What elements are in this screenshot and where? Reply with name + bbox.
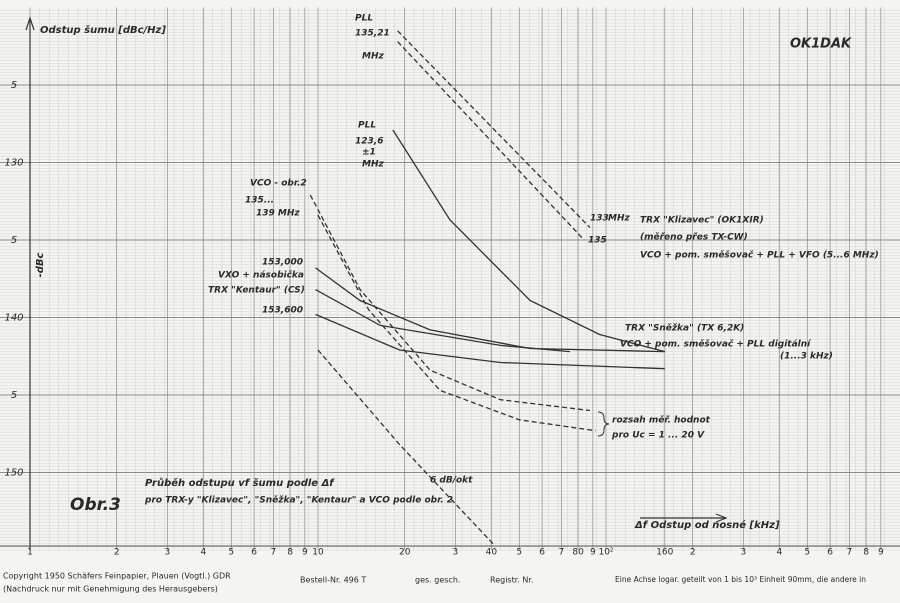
- annotation: 123,6: [355, 137, 383, 147]
- annotation: PLL: [355, 14, 373, 24]
- annotation: TRX "Kentaur" (CS): [208, 286, 305, 296]
- annotation: MHz: [608, 214, 630, 224]
- x-tick-label: 4: [201, 548, 207, 558]
- annotation: 153,600: [262, 306, 303, 316]
- arrow-head: [25, 16, 35, 31]
- x-tick-label: 2: [690, 548, 696, 558]
- x-tick-label: 9: [878, 548, 884, 558]
- annotation: 139 MHz: [256, 209, 300, 219]
- series-line: [397, 41, 585, 241]
- x-tick-label: 40: [486, 548, 498, 558]
- x-tick-label: 3: [453, 548, 459, 558]
- figure-label: Obr.3: [70, 495, 121, 515]
- annotation: VCO + pom. směšovač + PLL + VFO (5...6 M…: [640, 250, 879, 261]
- x-tick-label: 8: [863, 548, 869, 558]
- series-line: [315, 267, 665, 353]
- x-label: Δf Odstup od nosné [kHz]: [634, 519, 780, 531]
- x-tick-label: 3: [741, 548, 747, 558]
- x-tick-label: 5: [804, 548, 810, 558]
- annotation: 135...: [245, 196, 274, 206]
- y-label: Odstup šumu [dBc/Hz]: [40, 24, 166, 36]
- brace: [597, 411, 610, 437]
- annotation: TRX "Klizavec" (OK1XIR): [640, 216, 764, 226]
- annotation: VCO - obr.2: [250, 179, 307, 189]
- y-tick-label: 5: [11, 80, 17, 91]
- chart-subtitle: pro TRX-y "Klizavec", "Sněžka", "Kentaur…: [144, 495, 453, 506]
- annotation: 153,000: [262, 258, 303, 268]
- series-line: [315, 289, 571, 353]
- annotation: rozsah měř. hodnot: [612, 415, 711, 426]
- x-tick-label: 7: [271, 548, 277, 558]
- major-grid: [0, 7, 900, 550]
- x-tick-label: 160: [656, 548, 673, 558]
- series-line: [317, 349, 495, 546]
- x-tick-label: 5: [228, 548, 234, 558]
- annotation: pro Uc = 1 ... 20 V: [611, 431, 705, 441]
- series-line: [315, 313, 665, 370]
- series-line: [397, 30, 591, 229]
- x-tick-label: 2: [114, 548, 120, 558]
- annotation: (měřeno přes TX-CW): [640, 232, 748, 243]
- footer-text: Bestell-Nr. 496 T: [300, 576, 366, 585]
- footer-text: Copyright 1950 Schäfers Feinpapier, Plau…: [3, 572, 231, 581]
- x-tick-label: 80: [572, 548, 584, 558]
- annotation: 6 dB/okt: [430, 476, 473, 486]
- chart-title: Průběh odstupu vf šumu podle Δf: [145, 476, 335, 489]
- x-tick-label: 6: [251, 548, 257, 558]
- author: OK1DAK: [790, 37, 852, 52]
- annotation: MHz: [362, 160, 384, 170]
- y-tick-label: 5: [11, 235, 17, 246]
- x-tick-label: 5: [516, 548, 522, 558]
- annotation: 135,21: [355, 29, 390, 39]
- y-tick-label: 5: [11, 390, 17, 401]
- annotation: PLL: [358, 121, 376, 131]
- annotation: 135: [588, 236, 607, 246]
- x-tick-label: 7: [847, 548, 853, 558]
- annotation: (1...3 kHz): [780, 352, 833, 362]
- x-tick-label: 20: [399, 548, 411, 558]
- series-line: [392, 129, 665, 353]
- x-tick-label: 6: [827, 548, 833, 558]
- x-tick-label: 7: [559, 548, 565, 558]
- annotation: ±1: [362, 148, 376, 158]
- annotation: TRX "Sněžka" (TX 6,2K): [625, 323, 744, 334]
- annotation: VCO + pom. směšovač + PLL digitální: [620, 339, 812, 350]
- y-tick-label: 150: [4, 468, 23, 479]
- x-tick-label: 3: [165, 548, 171, 558]
- footer-text: Registr. Nr.: [490, 576, 533, 585]
- x-tick-label: 10²: [598, 548, 613, 558]
- y-tick-label: 140: [4, 313, 23, 324]
- y-side-label: -dBc: [35, 252, 46, 277]
- x-tick-label: 9: [302, 548, 308, 558]
- x-tick-label: 1: [27, 548, 33, 558]
- x-tick-label: 10: [312, 548, 324, 558]
- x-tick-label: 9: [590, 548, 596, 558]
- x-tick-label: 6: [539, 548, 545, 558]
- footer-text: (Nachdruck nur mit Genehmigung des Herau…: [3, 585, 218, 594]
- annotation: 133: [590, 214, 609, 224]
- annotation: MHz: [362, 52, 384, 62]
- annotation: VXO + násobička: [218, 270, 304, 281]
- x-tick-label: 4: [777, 548, 783, 558]
- y-tick-label: 130: [4, 158, 23, 169]
- minor-grid: [0, 7, 900, 551]
- x-tick-label: 8: [287, 548, 293, 558]
- arrow-head: [715, 513, 728, 523]
- footer-text: ges. gesch.: [415, 576, 460, 585]
- footer-text: Eine Achse logar. geteilt von 1 bis 10³ …: [615, 575, 866, 584]
